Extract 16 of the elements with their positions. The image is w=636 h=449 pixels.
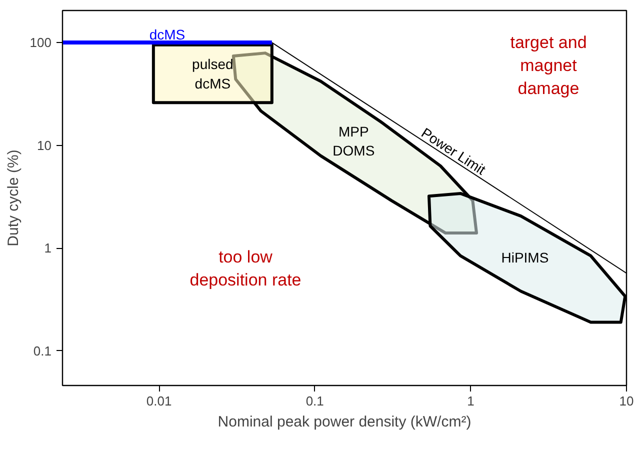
y-tick-label: 0.1 <box>33 343 52 358</box>
x-tick-label: 10 <box>619 394 634 408</box>
x-axis-title: Nominal peak power density (kW/cm²) <box>218 414 472 430</box>
series-label: MPP DOMS <box>332 123 375 159</box>
y-tick-label: 100 <box>30 35 52 50</box>
x-tick-label: 0.1 <box>306 394 324 408</box>
annotation: target and magnet damage <box>510 33 587 98</box>
y-tick-label: 10 <box>37 138 52 153</box>
y-tick-label: 1 <box>44 240 52 256</box>
series-label: pulsed dcMS <box>192 56 234 92</box>
y-axis-title: Duty cycle (%) <box>4 150 22 246</box>
x-tick-label: 0.01 <box>146 394 172 408</box>
annotation: too low deposition rate <box>190 248 302 290</box>
x-tick-label: 1 <box>467 394 474 408</box>
series-label: dcMS <box>149 26 186 43</box>
series-label: HiPIMS <box>501 250 549 266</box>
